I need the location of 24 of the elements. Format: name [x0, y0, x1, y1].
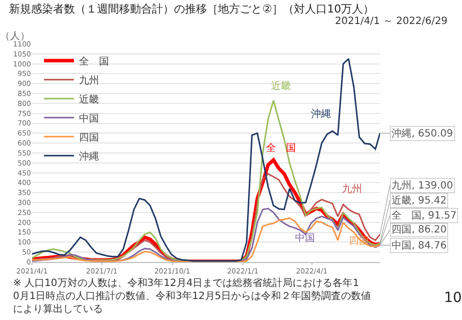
annotation: 全 国, 91.57: [392, 210, 457, 222]
legend-label: 沖縄: [78, 150, 99, 163]
line-series: [32, 58, 380, 262]
chart-title: 新規感染者数（１週間移動合計）の推移［地方ごと②］（対人口10万人）: [9, 2, 374, 16]
annotation: 九州: [342, 183, 362, 195]
text: 10: [444, 290, 462, 306]
annotation: 中国: [295, 232, 315, 244]
legend-label: 全 国: [78, 56, 109, 68]
annotation: 沖縄: [311, 108, 331, 120]
chart-subtitle: 2021/4/1 ～ 2022/6/29: [335, 16, 448, 27]
annotation: 全 国: [266, 142, 296, 154]
legend-label: 九州: [78, 74, 99, 87]
annotation: 近畿: [271, 80, 291, 92]
legend-label: 四国: [78, 132, 99, 144]
annotation: 四国, 86.20: [392, 224, 447, 236]
y-axis-title: （人）: [0, 31, 30, 42]
annotation: 近畿, 95.42: [392, 194, 447, 207]
legend-label: 近畿: [78, 94, 99, 106]
annotation: 中国, 84.76: [392, 240, 447, 252]
line-series: [32, 217, 380, 262]
annotation: 九州, 139.00: [392, 180, 453, 192]
annotation: 沖縄, 650.09: [392, 128, 453, 140]
legend-label: 中国: [78, 112, 99, 125]
text: ※ 人口10万対の人数は、令和3年12月4日までは総務省統計局における各年10月1日時点の人口推計の数値、令和3年12月5日からは令和２年国勢調査の数値により算出している: [13, 277, 372, 315]
